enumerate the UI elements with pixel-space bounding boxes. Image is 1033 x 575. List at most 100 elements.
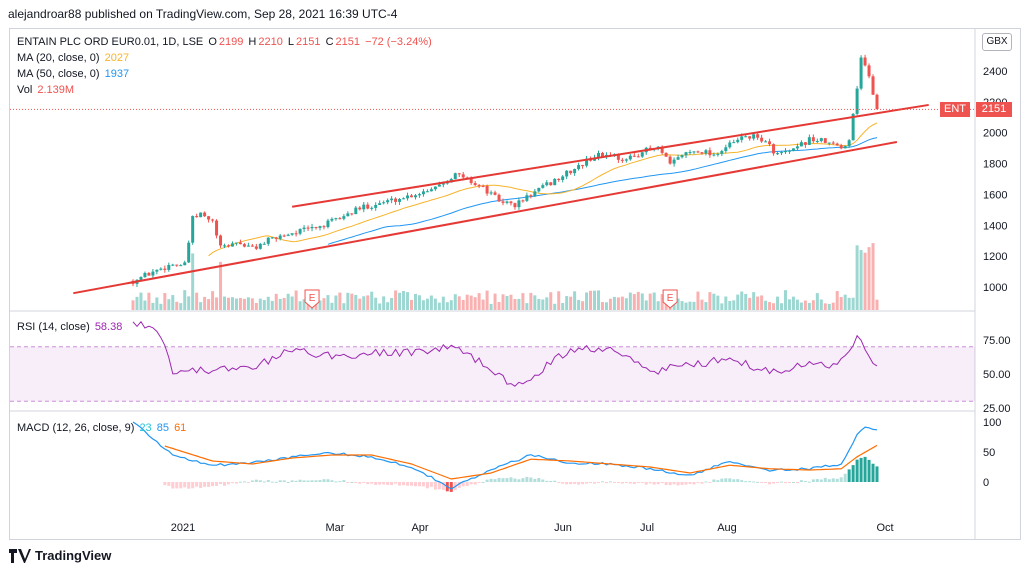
earnings-marker xyxy=(662,289,678,309)
macd-histogram-bar xyxy=(429,482,433,487)
macd-histogram-bar xyxy=(708,482,712,483)
ma50-label: MA (50, close, 0) xyxy=(17,68,100,80)
volume-bar xyxy=(549,292,553,310)
macd-histogram-bar xyxy=(370,482,374,484)
ticker-tag: ENT xyxy=(940,102,970,117)
ma20-path xyxy=(208,122,878,257)
macd-histogram-bar xyxy=(855,459,859,482)
macd-histogram-bar xyxy=(692,482,696,485)
time-tick-label: Jun xyxy=(554,522,572,534)
macd-histogram-bar xyxy=(728,478,732,482)
volume-bar xyxy=(358,298,362,310)
candle-body xyxy=(549,182,553,186)
volume-bar xyxy=(203,296,207,310)
volume-bar xyxy=(207,299,211,310)
high-value: 2210 xyxy=(258,36,283,48)
candle-body xyxy=(191,216,195,243)
currency-badge[interactable]: GBX xyxy=(982,33,1012,51)
macd-histogram-bar xyxy=(509,477,513,482)
macd-histogram-bar xyxy=(501,478,505,482)
volume-bar xyxy=(159,303,163,310)
candle-body xyxy=(660,146,664,153)
macd-histogram-bar xyxy=(211,482,215,487)
volume-bar xyxy=(306,302,310,310)
volume-bar xyxy=(449,300,453,310)
candle-body xyxy=(382,202,386,204)
price-tick-label: 2000 xyxy=(983,128,1007,140)
macd-line-value: 85 xyxy=(156,422,169,434)
macd-histogram-bar xyxy=(831,478,835,482)
candle-body xyxy=(326,220,330,228)
macd-histogram-bar xyxy=(545,480,549,482)
candle-body xyxy=(477,185,481,187)
tradingview-logo-icon xyxy=(9,548,31,563)
macd-histogram-bar xyxy=(807,481,811,483)
volume-bar xyxy=(139,292,143,310)
change-value: −72 (−3.24%) xyxy=(365,36,432,48)
candle-body xyxy=(378,203,382,206)
macd-histogram-bar xyxy=(250,480,254,482)
candle-body xyxy=(370,207,374,209)
candle-body xyxy=(811,137,815,142)
candle-body xyxy=(684,152,688,156)
macd-histogram-bar xyxy=(489,478,493,482)
macd-histogram-bar xyxy=(716,480,720,482)
footer-brand[interactable]: TradingView xyxy=(9,548,111,563)
volume-value: 2.139M xyxy=(37,84,75,96)
macd-histogram-bar xyxy=(497,477,501,482)
volume-bar xyxy=(728,300,732,310)
volume-bar xyxy=(863,252,867,310)
macd-histogram-bar xyxy=(477,482,481,483)
macd-signal-line xyxy=(164,444,878,480)
candle-body xyxy=(497,194,501,202)
volume-bar xyxy=(509,294,513,310)
candle-body xyxy=(246,245,250,247)
volume-bar xyxy=(569,296,573,310)
volume-bar xyxy=(195,292,199,310)
candle-body xyxy=(839,145,843,149)
volume-bar xyxy=(581,301,585,310)
volume-bar xyxy=(250,298,254,310)
volume-bar xyxy=(811,300,815,310)
macd-histogram-bar xyxy=(410,482,414,486)
rsi-tick-label: 25.00 xyxy=(983,403,1011,415)
candle-body xyxy=(668,156,672,164)
volume-bar xyxy=(382,296,386,310)
candle-body xyxy=(529,195,533,197)
candle-body xyxy=(199,212,203,218)
volume-bar xyxy=(672,300,676,310)
macd-histogram-bar xyxy=(549,480,553,482)
candle-body xyxy=(461,174,465,178)
volume-bar xyxy=(501,294,505,310)
macd-histogram-bar xyxy=(553,480,557,482)
macd-histogram-bar xyxy=(402,482,406,486)
macd-histogram-bar xyxy=(799,480,803,482)
volume-bar xyxy=(593,290,597,310)
candle-body xyxy=(294,233,298,235)
volume-bar xyxy=(497,302,501,310)
volume-bar xyxy=(187,296,191,310)
macd-histogram-bar xyxy=(386,482,390,485)
volume-bar xyxy=(366,295,370,310)
candle-body xyxy=(600,153,604,157)
macd-histogram-bar xyxy=(672,482,676,485)
macd-histogram-bar xyxy=(223,482,227,486)
macd-histogram-bar xyxy=(413,482,417,487)
candle-body xyxy=(843,146,847,149)
macd-histogram-bar xyxy=(207,482,211,487)
volume-bar xyxy=(752,292,756,310)
macd-histogram-bar xyxy=(780,481,784,483)
volume-bar xyxy=(413,293,417,310)
volume-bar xyxy=(274,293,278,310)
volume-bar xyxy=(286,293,290,310)
macd-histogram-bar xyxy=(525,476,529,482)
candle-body xyxy=(374,205,378,208)
candle-body xyxy=(819,138,823,142)
candle-body xyxy=(616,154,620,160)
volume-bar xyxy=(143,300,147,310)
candles xyxy=(131,54,879,287)
volume-bar xyxy=(234,298,238,310)
